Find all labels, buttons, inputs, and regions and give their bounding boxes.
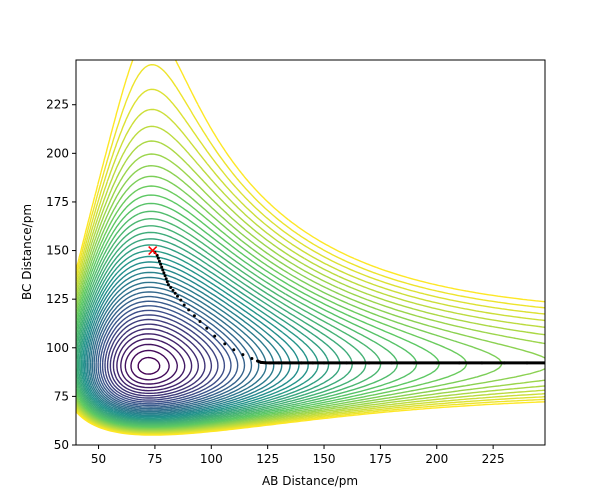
contour-level (76, 165, 545, 431)
trajectory-point (159, 262, 163, 266)
x-axis-label: AB Distance/pm (262, 474, 358, 488)
trajectory-point (160, 265, 164, 269)
contour-level (116, 333, 193, 392)
trajectory-point (223, 342, 227, 346)
y-tick-label: 200 (46, 146, 69, 160)
trajectory-point (241, 353, 245, 357)
contour-level (112, 328, 199, 394)
trajectory-point (171, 288, 175, 292)
contour-level (76, 218, 382, 425)
contour-level (76, 202, 418, 427)
contour-level (91, 286, 260, 411)
contour-level (124, 343, 178, 385)
contour-level (76, 194, 440, 428)
contour-level (106, 318, 213, 399)
plot-frame (75, 59, 546, 446)
contour-level (76, 153, 545, 432)
x-axis-ticks: 50 75 100 125 150 175 200 225 (91, 445, 505, 466)
trajectory-point (198, 320, 202, 323)
trajectory-line (256, 359, 545, 365)
contour-level (130, 349, 170, 381)
contour-level (101, 309, 226, 403)
trajectory-point (187, 308, 191, 312)
trajectory-point (179, 298, 183, 302)
contour-level (82, 255, 309, 419)
y-axis-label: BC Distance/pm (20, 204, 34, 300)
y-axis-ticks: 50 75 100 125 150 175 200 225 (46, 98, 76, 452)
contour-level (76, 125, 545, 433)
contour-level (76, 225, 367, 424)
trajectory-point (173, 291, 177, 295)
x-tick-label: 200 (425, 452, 448, 466)
trajectory-point (213, 334, 217, 338)
y-tick-label: 50 (54, 438, 69, 452)
y-tick-label: 225 (46, 98, 69, 112)
trajectory-point (169, 286, 173, 289)
contour-level (93, 291, 253, 410)
trajectory-point (161, 268, 165, 272)
contour-lines (76, 60, 545, 436)
contour-level (99, 305, 232, 405)
y-tick-label: 75 (54, 389, 69, 403)
start-marker (148, 246, 158, 256)
trajectory-point (165, 280, 169, 284)
contour-level (86, 271, 283, 415)
contour-level (95, 295, 246, 408)
trajectory-point (250, 357, 254, 360)
trajectory-point (163, 274, 167, 278)
contour-level (78, 238, 341, 422)
x-tick-label: 125 (256, 452, 279, 466)
trajectory-point (205, 326, 209, 330)
contour-level (76, 140, 545, 432)
trajectory-point (182, 303, 186, 307)
contour-level (97, 300, 239, 407)
y-tick-label: 175 (46, 195, 69, 209)
start-x-marker (148, 246, 158, 256)
contour-level (79, 244, 330, 421)
contour-level (83, 261, 300, 418)
x-tick-label: 175 (369, 452, 392, 466)
contour-level (76, 231, 353, 423)
trajectory-point (192, 314, 196, 318)
y-tick-label: 100 (46, 341, 69, 355)
trajectory-point (232, 348, 236, 352)
contour-level (137, 356, 161, 375)
x-tick-label: 50 (91, 452, 106, 466)
contour-level (76, 175, 503, 430)
contour-level (80, 250, 319, 420)
contour-level (85, 266, 291, 417)
trajectory-point (157, 259, 161, 263)
trajectory-point (162, 271, 166, 275)
contour-level (76, 210, 398, 426)
x-tick-label: 225 (482, 452, 505, 466)
y-tick-label: 150 (46, 244, 69, 258)
x-tick-label: 100 (200, 452, 223, 466)
contour-level (109, 323, 206, 397)
trajectory-point (164, 277, 168, 281)
y-tick-label: 125 (46, 292, 69, 306)
trajectory-point (166, 283, 170, 287)
contour-level (76, 60, 545, 436)
x-tick-label: 150 (313, 452, 336, 466)
trajectory-point (176, 294, 179, 298)
trajectory-point (156, 256, 160, 260)
contour-level (120, 338, 186, 389)
contour-level (104, 314, 219, 401)
contour-level (76, 185, 468, 429)
x-tick-label: 75 (147, 452, 162, 466)
contour-level (76, 108, 545, 434)
